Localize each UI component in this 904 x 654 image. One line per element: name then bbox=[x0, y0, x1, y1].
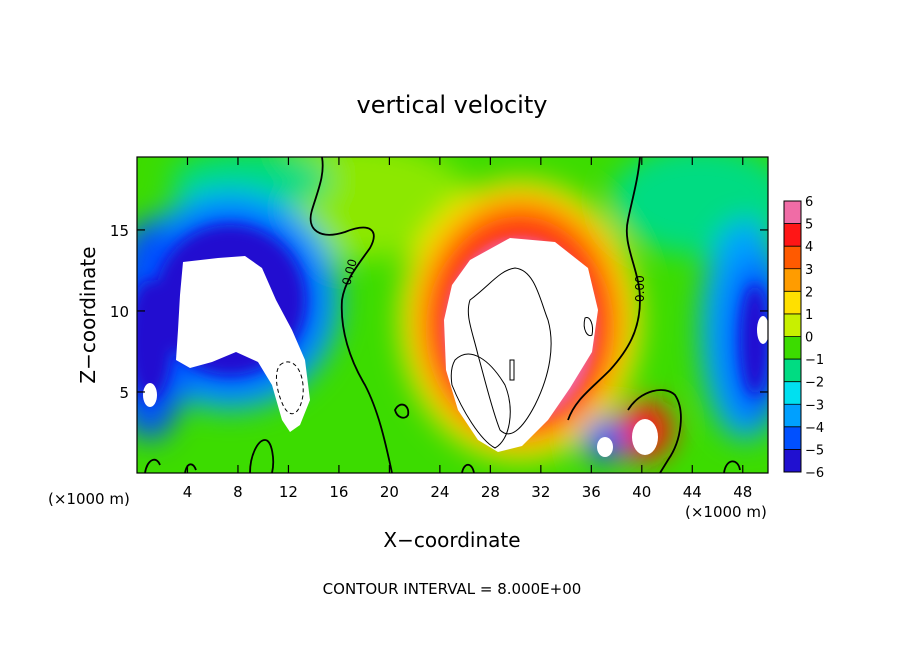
downdraft-core-small bbox=[597, 437, 613, 457]
x-tick-label: 28 bbox=[481, 483, 500, 501]
colorbar-tick-label: 2 bbox=[805, 285, 813, 300]
colorbar-tick-label: 4 bbox=[805, 240, 813, 255]
x-tick-label: 32 bbox=[531, 483, 550, 501]
colorbar-tick-label: 6 bbox=[805, 195, 813, 210]
colorbar-swatch bbox=[784, 426, 801, 450]
downdraft-core-right bbox=[757, 316, 768, 344]
chart-title: vertical velocity bbox=[357, 91, 548, 119]
colorbar-swatch bbox=[784, 313, 801, 337]
x-tick-label: 20 bbox=[380, 483, 399, 501]
colorbar-tick-label: −6 bbox=[805, 466, 824, 481]
colorbar-tick-label: 3 bbox=[805, 263, 813, 278]
y-tick-label: 10 bbox=[110, 303, 129, 321]
x-tick-label: 44 bbox=[683, 483, 702, 501]
x-tick-label: 24 bbox=[430, 483, 449, 501]
x-tick-label: 36 bbox=[582, 483, 601, 501]
contour-label: 0.00 bbox=[633, 275, 647, 302]
contour-lines-dashed bbox=[275, 361, 304, 415]
x-tick-label: 16 bbox=[329, 483, 348, 501]
x-tick-label: 4 bbox=[183, 483, 193, 501]
x-tick-label: 48 bbox=[733, 483, 752, 501]
contour-label: 0.00 bbox=[339, 257, 359, 286]
colorbar-swatch bbox=[784, 404, 801, 428]
colorbar-swatch bbox=[784, 246, 801, 270]
colorbar-tick-label: 0 bbox=[805, 331, 813, 346]
contour-lines bbox=[144, 157, 741, 473]
updraft-core bbox=[444, 238, 598, 452]
contour-lines-thin bbox=[450, 267, 593, 449]
x-tick-label: 8 bbox=[233, 483, 243, 501]
y-axis: 5 10 15 bbox=[110, 222, 768, 402]
colorbar-swatch bbox=[784, 268, 801, 292]
colorbar-swatch bbox=[784, 336, 801, 360]
colorbar-tick-label: −4 bbox=[805, 421, 824, 436]
x-tick-label: 40 bbox=[632, 483, 651, 501]
y-tick-label: 5 bbox=[119, 384, 129, 402]
colorbar-tick-label: 1 bbox=[805, 308, 813, 323]
colorbar-swatch bbox=[784, 201, 801, 225]
colorbar-tick-label: −3 bbox=[805, 398, 824, 413]
colorbar: 6 5 4 3 2 1 0 −1 −2 −3 −4 −5 −6 bbox=[783, 195, 824, 481]
colorbar-swatch bbox=[784, 449, 801, 473]
colorbar-tick-label: −1 bbox=[805, 353, 824, 368]
x-unit-right: (×1000 m) bbox=[685, 503, 767, 521]
x-axis: 4 8 12 16 20 24 28 32 36 40 44 48 bbox=[183, 157, 752, 501]
contour-interval-note: CONTOUR INTERVAL = 8.000E+00 bbox=[323, 580, 582, 598]
x-tick-label: 12 bbox=[279, 483, 298, 501]
x-unit-left: (×1000 m) bbox=[48, 490, 130, 508]
y-tick-label: 15 bbox=[110, 222, 129, 240]
colorbar-swatch bbox=[784, 359, 801, 383]
downdraft-core bbox=[176, 256, 310, 432]
updraft-core-small bbox=[632, 419, 658, 455]
colorbar-tick-label: −5 bbox=[805, 443, 824, 458]
colorbar-swatch bbox=[784, 223, 801, 247]
colorbar-tick-label: −2 bbox=[805, 376, 824, 391]
plot-frame bbox=[136, 156, 769, 474]
y-axis-label: Z−coordinate bbox=[76, 246, 100, 383]
heatmap-field: 0.00 0.00 bbox=[137, 157, 768, 473]
colorbar-swatch bbox=[784, 291, 801, 315]
colorbar-tick-label: 5 bbox=[805, 218, 813, 233]
downdraft-core-left bbox=[143, 383, 157, 407]
x-axis-label: X−coordinate bbox=[383, 528, 520, 552]
colorbar-swatch bbox=[784, 381, 801, 405]
